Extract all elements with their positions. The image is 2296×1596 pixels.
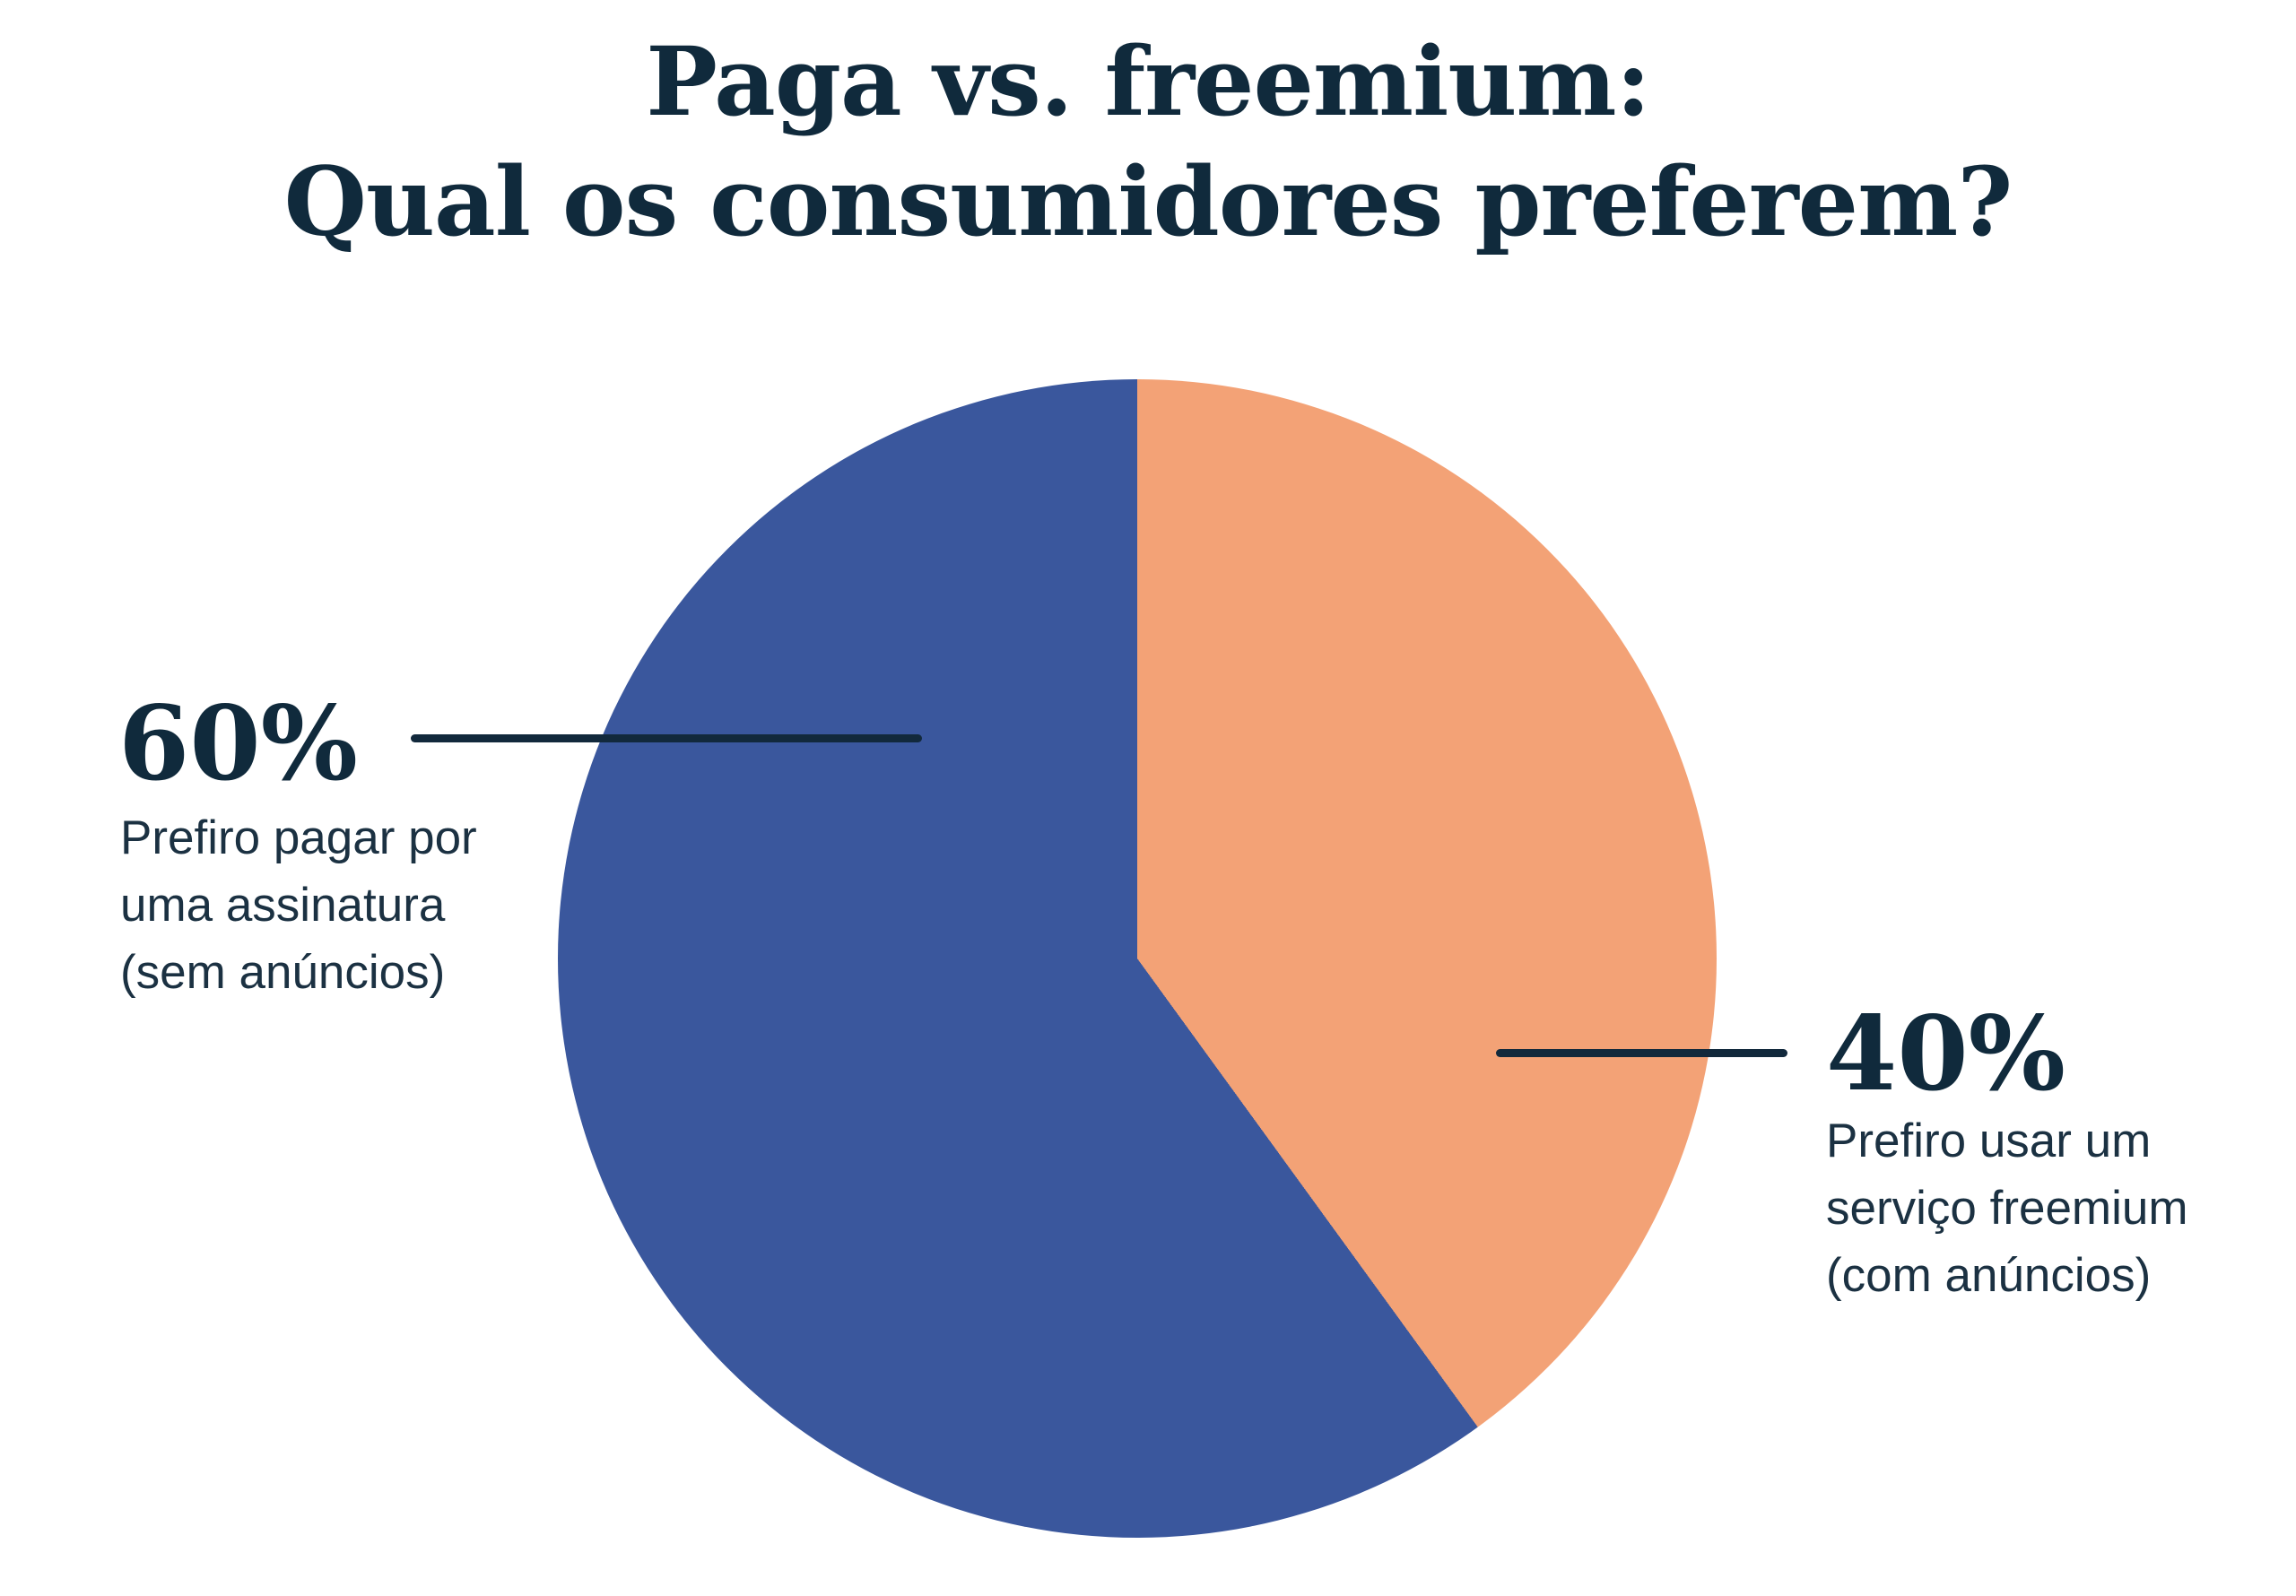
freemium-description: Prefiro usar um serviço freemium (com an… — [1826, 1107, 2187, 1309]
paid-percent-label: 60% — [118, 683, 358, 803]
leader-line-freemium — [1496, 1049, 1787, 1057]
paid-description-line-2: uma assinatura — [120, 879, 446, 932]
paid-description-line-3: (sem anúncios) — [120, 946, 446, 999]
paid-description-line-1: Prefiro pagar por — [120, 811, 477, 864]
chart-title: Paga vs. freemium: Qual os consumidores … — [0, 22, 2296, 262]
chart-title-line-2: Qual os consumidores preferem? — [283, 145, 2013, 257]
chart-title-line-1: Paga vs. freemium: — [646, 25, 1650, 137]
freemium-description-line-1: Prefiro usar um — [1826, 1115, 2152, 1167]
pie-chart — [558, 379, 1717, 1538]
freemium-description-line-3: (com anúncios) — [1826, 1249, 2152, 1302]
freemium-percent-label: 40% — [1826, 993, 2066, 1114]
paid-description: Prefiro pagar por uma assinatura (sem an… — [120, 804, 477, 1006]
freemium-description-line-2: serviço freemium — [1826, 1182, 2188, 1235]
leader-line-paid — [411, 734, 922, 742]
